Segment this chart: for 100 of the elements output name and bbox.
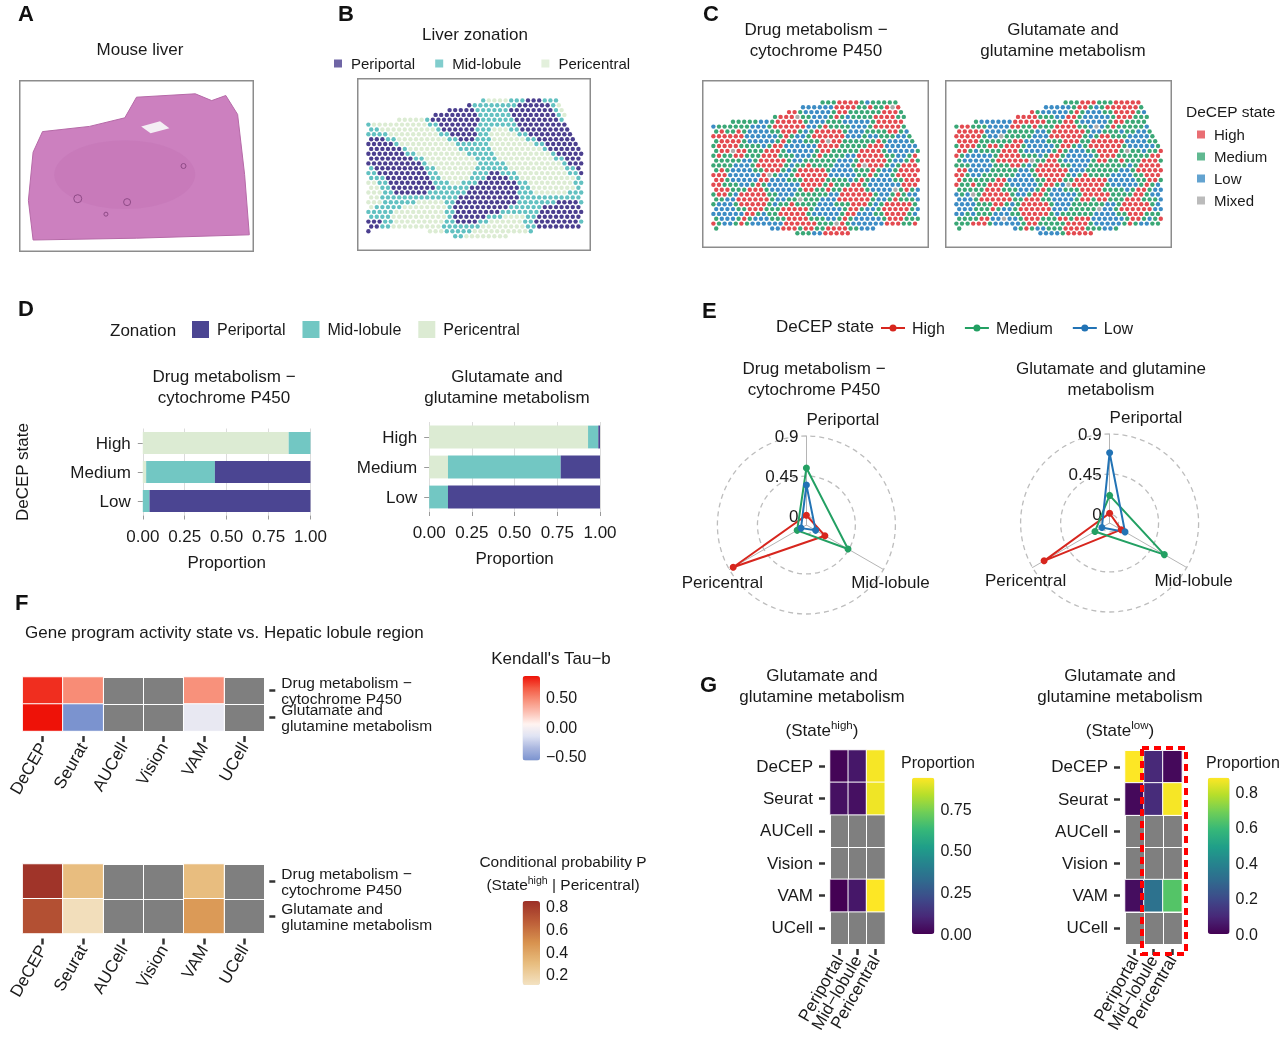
legend-label: High bbox=[1214, 126, 1245, 143]
chart-title: Glutamate and glutamine metabolism bbox=[423, 366, 591, 408]
chart-subtitle: (State$^{high}$) bbox=[784, 719, 860, 741]
x-axis-title: Proportion bbox=[187, 552, 266, 572]
y-tick-label: High bbox=[95, 433, 131, 453]
legend-label: Low bbox=[1103, 319, 1134, 337]
y-tick-label: Low bbox=[99, 491, 132, 511]
color-bar-label: 0.4 bbox=[1235, 854, 1258, 872]
x-tick-label: 0.00 bbox=[412, 523, 446, 542]
x-tick-label: 0.25 bbox=[455, 523, 489, 542]
x-tick-label: 0.75 bbox=[540, 523, 574, 542]
color-bar-label: 0.00 bbox=[940, 925, 972, 943]
x-tick-label: 1.00 bbox=[583, 523, 617, 542]
legend-label: Medium bbox=[1214, 148, 1268, 165]
color-bar-label: 0.00 bbox=[546, 718, 578, 736]
y-tick-label: 0 bbox=[1092, 504, 1102, 524]
bar bbox=[429, 455, 448, 479]
bar bbox=[560, 455, 600, 479]
bar bbox=[288, 431, 311, 455]
y-tick-label: 0 bbox=[788, 506, 799, 526]
y-tick-label: AUCell bbox=[760, 821, 813, 841]
spoke-label: Mid-lobule bbox=[1154, 570, 1233, 590]
color-bar-label: 0.6 bbox=[1235, 819, 1258, 836]
color-bar-label: 0.50 bbox=[546, 688, 578, 706]
chart-title: Gene program activity state vs. Hepatic lobule region bbox=[25, 622, 425, 643]
legend-label: Mid-lobule bbox=[327, 321, 402, 338]
bar bbox=[146, 460, 215, 484]
bar bbox=[588, 425, 599, 449]
legend-label: Pericentral bbox=[558, 55, 631, 72]
y-tick-label: Seurat bbox=[762, 789, 814, 808]
color-bar-label: 0.2 bbox=[1235, 890, 1258, 907]
color-bar-title: Proportion bbox=[900, 753, 976, 773]
bar bbox=[214, 460, 311, 484]
legend-label: Periportal bbox=[217, 321, 286, 338]
x-tick-label: 0.50 bbox=[210, 526, 244, 546]
y-tick-label: Seurat bbox=[1057, 789, 1109, 809]
legend-label: Periportal bbox=[351, 55, 416, 72]
legend-title: DeCEP state bbox=[1186, 102, 1276, 122]
legend-label: Pericentral bbox=[443, 321, 520, 338]
spoke-label: Mid-lobule bbox=[851, 572, 930, 592]
y-tick-label: Glutamate and glutamine metabolism bbox=[281, 899, 433, 933]
color-bar-label: 0.75 bbox=[940, 800, 972, 818]
x-tick-label: 0.50 bbox=[498, 523, 532, 542]
text: A bbox=[18, 1, 34, 26]
y-tick-label: Medium bbox=[70, 462, 131, 482]
y-tick-label: Drug metabolism − cytochrome P450 bbox=[281, 864, 417, 898]
text: G bbox=[700, 672, 718, 697]
color-bar-title: Kendall's Tau−b bbox=[490, 648, 612, 669]
text: F bbox=[15, 590, 29, 615]
text: C bbox=[703, 1, 719, 26]
legend-label: Low bbox=[1214, 170, 1242, 187]
bar bbox=[429, 425, 589, 449]
y-tick-label: Medium bbox=[356, 457, 418, 477]
text: Mouse liver bbox=[95, 39, 185, 60]
y-tick-label: VAM bbox=[777, 886, 813, 905]
bar bbox=[142, 489, 150, 513]
y-tick-label: AUCell bbox=[1055, 821, 1108, 841]
bar bbox=[429, 485, 448, 509]
color-bar-label: 0.25 bbox=[940, 883, 972, 901]
x-axis-title: Proportion bbox=[475, 549, 554, 568]
spoke-label: Periportal bbox=[806, 410, 880, 429]
bar bbox=[149, 489, 311, 513]
spoke-label: Pericentral bbox=[681, 572, 764, 592]
color-bar-label: 0.8 bbox=[546, 898, 569, 916]
y-tick-label: UCell bbox=[771, 918, 813, 938]
y-tick-label: UCell bbox=[1066, 918, 1108, 938]
text: E bbox=[702, 298, 717, 323]
bar bbox=[447, 485, 600, 509]
color-bar-label: 0.2 bbox=[546, 966, 569, 984]
y-axis-title: DeCEP state bbox=[12, 423, 32, 521]
color-bar-label: 0.8 bbox=[1235, 783, 1258, 801]
legend-label: Medium bbox=[995, 319, 1053, 337]
color-bar-label: 0.6 bbox=[546, 920, 569, 938]
y-tick-label: Vision bbox=[1062, 853, 1108, 873]
color-bar-title: Conditional probability P (State$^{high}$ | Pericentral) bbox=[478, 852, 648, 895]
color-bar-title: Proportion bbox=[1205, 753, 1280, 773]
y-tick-label: 0.45 bbox=[1068, 464, 1102, 484]
legend-title: DeCEP state bbox=[776, 316, 875, 337]
chart-subtitle: (State$^{low}$) bbox=[1084, 719, 1156, 741]
spoke-label: Pericentral bbox=[984, 570, 1067, 590]
legend-label: Mid-lobule bbox=[452, 55, 522, 72]
color-bar-label: 0.0 bbox=[1235, 925, 1258, 943]
spoke-label: Periportal bbox=[1109, 408, 1183, 427]
bar bbox=[142, 431, 289, 455]
y-tick-label: 0.9 bbox=[1077, 424, 1102, 444]
color-bar-label: −0.50 bbox=[546, 748, 587, 766]
legend-label: Mixed bbox=[1214, 192, 1255, 209]
x-tick-label: 1.00 bbox=[293, 526, 327, 546]
y-tick-label: 0.45 bbox=[765, 466, 799, 486]
text: Liver zonation bbox=[421, 24, 529, 45]
y-tick-label: VAM bbox=[1072, 886, 1108, 906]
y-tick-label: 0.9 bbox=[774, 426, 799, 446]
x-tick-label: 0.25 bbox=[168, 526, 202, 546]
y-tick-label: Low bbox=[386, 487, 418, 507]
legend-label: High bbox=[912, 319, 945, 337]
color-bar-label: 0.50 bbox=[940, 842, 972, 860]
bar bbox=[447, 455, 561, 479]
chart-title: Drug metabolism − cytochrome P450 bbox=[151, 366, 297, 408]
x-tick-label: 0.00 bbox=[126, 526, 160, 546]
legend-title: Zonation bbox=[110, 320, 178, 341]
